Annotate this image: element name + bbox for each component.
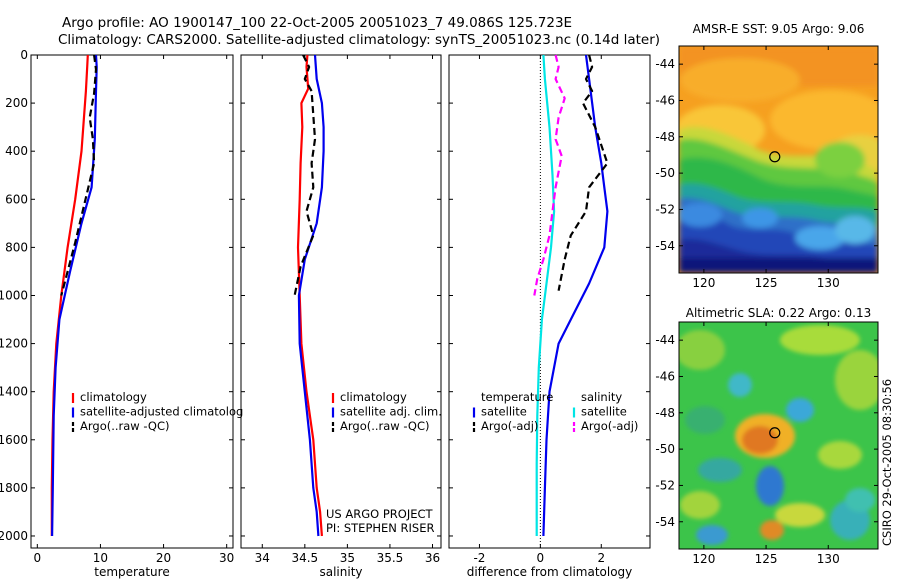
series-line-2: [51, 54, 98, 537]
profile-panel-1: 0 10 20 30 0 200 400 600 800 1000 1200 1400 1600 1800…: [0, 48, 243, 579]
map-y-tick-label: -50: [655, 166, 675, 180]
x-tick-label: 34.5: [291, 551, 318, 565]
map-y-tick-label: -44: [655, 333, 675, 347]
y-tick-label: 1600: [0, 433, 28, 447]
legend-label: Argo(-adj): [481, 419, 538, 433]
series-line-2: [297, 54, 325, 537]
series-line-2: [557, 54, 609, 291]
sla-map-image: [679, 322, 878, 549]
y-tick-label: 800: [5, 240, 28, 254]
series-line-3: [293, 54, 317, 296]
plot-layer: 0 10 20 30020040060080010001200140016001800…: [0, 48, 651, 579]
y-tick-label: 0: [20, 48, 28, 62]
figure-title-line1: Argo profile: AO 1900147_100 22-Oct-2005…: [62, 15, 572, 31]
x-axis-label: difference from climatology: [467, 565, 633, 579]
map-y-tick-label: -48: [655, 130, 675, 144]
y-tick-label: 2000: [0, 529, 28, 543]
legend-label: satellite: [481, 405, 527, 419]
legend-label: salinity: [581, 390, 622, 404]
legend-label: satellite-adjusted climatolog: [80, 405, 243, 419]
map-x-tick-label: 130: [817, 552, 840, 566]
series-line-1: [296, 54, 323, 537]
map-x-tick-label: 120: [692, 552, 715, 566]
y-tick-label: 400: [5, 144, 28, 158]
y-tick-label: 1000: [0, 288, 28, 302]
y-tick-label: 600: [5, 192, 28, 206]
x-tick-label: 30: [219, 551, 234, 565]
x-tick-label: 0: [537, 551, 545, 565]
map-title: Altimetric SLA: 0.22 Argo: 0.13: [686, 306, 871, 320]
x-tick-label: 35: [340, 551, 355, 565]
profile-panel-2: 34 34.5 35 35.5 36 salinity climatologysatelli…: [240, 54, 442, 579]
figure-title-line2: Climatology: CARS2000. Satellite-adjuste…: [58, 32, 660, 48]
map-panel-2: Altimetric SLA: 0.22 Argo: 0.13 120 125 130…: [655, 306, 879, 566]
legend-label: Argo(-adj): [581, 419, 638, 433]
legend-label: Argo(..raw -QC): [80, 419, 170, 433]
map-y-tick-label: -54: [655, 515, 675, 529]
map-x-tick-label: 130: [817, 276, 840, 290]
map-frame: [678, 321, 879, 550]
x-tick-label: -2: [473, 551, 485, 565]
x-axis-label: salinity: [319, 565, 362, 579]
panel-frame: [448, 54, 651, 549]
y-tick-label: 200: [5, 96, 28, 110]
y-tick-label: 1800: [0, 481, 28, 495]
sst-map-image: [679, 46, 878, 273]
y-tick-label: 1200: [0, 337, 28, 351]
map-frame: [678, 45, 879, 274]
map-x-tick-label: 125: [755, 276, 778, 290]
legend-label: satellite adj. clim.: [340, 405, 442, 419]
argo-location-marker: [769, 151, 781, 163]
panel-frame: [240, 54, 442, 549]
y-tick-label: 1400: [0, 385, 28, 399]
map-y-tick-label: -48: [655, 406, 675, 420]
map-y-tick-label: -52: [655, 478, 675, 492]
x-axis-label: temperature: [94, 565, 169, 579]
map-x-tick-label: 125: [755, 552, 778, 566]
x-tick-label: 0: [33, 551, 41, 565]
x-tick-label: 35.5: [377, 551, 404, 565]
x-tick-label: 2: [597, 551, 605, 565]
project-label-line2: PI: STEPHEN RISER: [326, 521, 435, 535]
x-tick-label: 10: [93, 551, 108, 565]
map-y-tick-label: -54: [655, 239, 675, 253]
map-y-tick-label: -46: [655, 93, 675, 107]
map-layer: AMSR-E SST: 9.05 Argo: 9.06 120 125 130 -44 -…: [655, 22, 879, 566]
map-y-tick-label: -52: [655, 202, 675, 216]
figure-stamp: CSIRO 29-Oct-2005 08:30:56: [880, 379, 894, 546]
x-tick-label: 36: [425, 551, 440, 565]
x-tick-label: 34: [255, 551, 270, 565]
map-panel-1: AMSR-E SST: 9.05 Argo: 9.06 120 125 130 -44 -…: [655, 22, 879, 290]
x-tick-label: 20: [156, 551, 171, 565]
legend-label: Argo(..raw -QC): [340, 419, 430, 433]
map-title: AMSR-E SST: 9.05 Argo: 9.06: [693, 22, 865, 36]
project-label-line1: US ARGO PROJECT: [326, 507, 434, 521]
legend-label: satellite: [581, 405, 627, 419]
legend-label: climatology: [80, 390, 147, 404]
legend-label: temperature: [481, 390, 553, 404]
map-x-tick-label: 120: [692, 276, 715, 290]
series-line-3: [535, 54, 556, 536]
legend-label: climatology: [340, 390, 407, 404]
panel-frame: [30, 54, 234, 549]
series-line-4: [533, 54, 566, 296]
map-y-tick-label: -46: [655, 369, 675, 383]
series-line-3: [60, 54, 98, 296]
map-y-tick-label: -50: [655, 442, 675, 456]
series-line-1: [50, 54, 89, 536]
argo-location-marker: [769, 427, 781, 439]
map-y-tick-label: -44: [655, 57, 675, 71]
series-line-1: [542, 54, 609, 537]
